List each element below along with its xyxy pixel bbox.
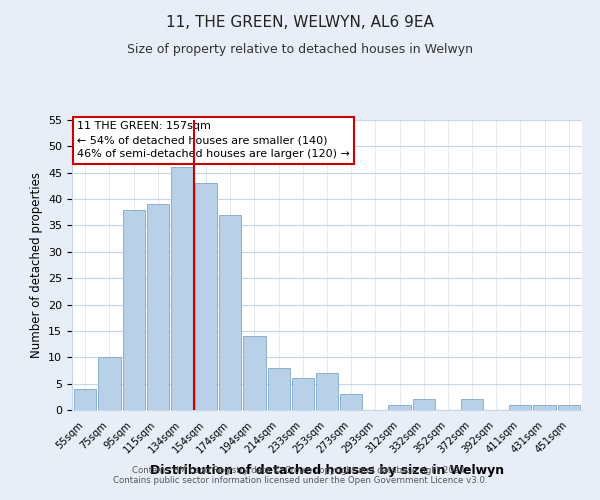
Text: Contains HM Land Registry data © Crown copyright and database right 2024.
Contai: Contains HM Land Registry data © Crown c… — [113, 466, 487, 485]
Bar — [388, 404, 410, 410]
Bar — [171, 168, 193, 410]
Bar — [146, 204, 169, 410]
X-axis label: Distribution of detached houses by size in Welwyn: Distribution of detached houses by size … — [150, 464, 504, 476]
Bar — [461, 400, 483, 410]
Bar — [98, 358, 121, 410]
Bar — [74, 389, 97, 410]
Bar — [195, 184, 217, 410]
Bar — [557, 404, 580, 410]
Bar — [340, 394, 362, 410]
Text: Size of property relative to detached houses in Welwyn: Size of property relative to detached ho… — [127, 42, 473, 56]
Text: 11 THE GREEN: 157sqm
← 54% of detached houses are smaller (140)
46% of semi-deta: 11 THE GREEN: 157sqm ← 54% of detached h… — [77, 122, 350, 160]
Bar — [509, 404, 532, 410]
Bar — [533, 404, 556, 410]
Bar — [292, 378, 314, 410]
Bar — [316, 373, 338, 410]
Bar — [122, 210, 145, 410]
Text: 11, THE GREEN, WELWYN, AL6 9EA: 11, THE GREEN, WELWYN, AL6 9EA — [166, 15, 434, 30]
Bar — [244, 336, 266, 410]
Bar — [219, 215, 241, 410]
Y-axis label: Number of detached properties: Number of detached properties — [29, 172, 43, 358]
Bar — [268, 368, 290, 410]
Bar — [413, 400, 435, 410]
